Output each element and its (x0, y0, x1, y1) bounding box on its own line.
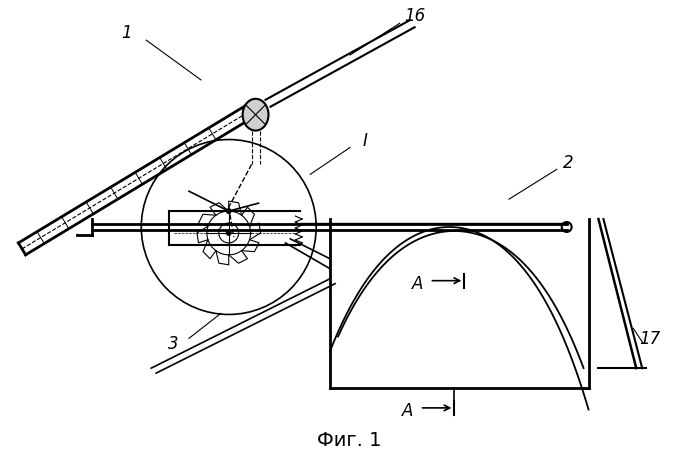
Ellipse shape (243, 100, 268, 131)
Text: 3: 3 (168, 334, 178, 353)
Text: 1: 1 (121, 24, 131, 42)
Circle shape (226, 209, 232, 215)
Text: 2: 2 (563, 154, 574, 172)
Text: Фиг. 1: Фиг. 1 (317, 430, 381, 449)
Text: A: A (412, 274, 424, 292)
Circle shape (226, 231, 232, 237)
Text: I: I (363, 131, 368, 149)
Text: A: A (402, 401, 413, 419)
Text: 16: 16 (404, 7, 425, 25)
Text: 17: 17 (640, 329, 661, 348)
